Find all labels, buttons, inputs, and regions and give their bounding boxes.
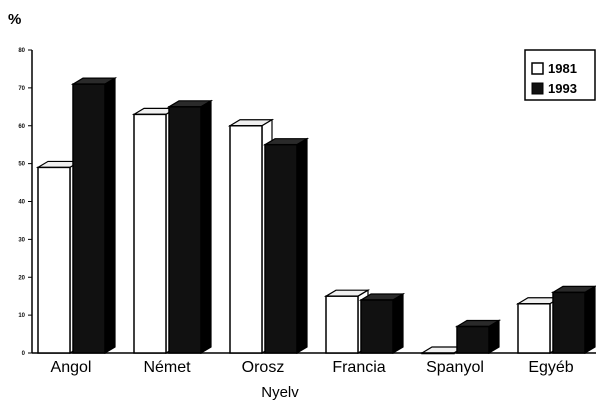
legend-swatch-1981 [531,62,544,75]
category-label-spanyol: Spanyol [426,359,484,376]
y-tick-label-30: 30 [18,237,25,243]
legend-label-1993: 1993 [548,81,577,96]
y-tick-label-10: 10 [18,313,25,319]
y-tick-label-40: 40 [18,200,25,206]
bar-side-face [584,285,596,355]
bar-front-face [133,113,167,354]
bars [35,77,596,355]
bar-front-face [37,166,71,354]
bar-side-face [392,292,404,355]
bar-spanyol-1993 [454,319,502,355]
legend: 1981 1993 [524,49,596,101]
legend-swatch-1993 [531,82,544,95]
bar-front-face [229,125,263,354]
bar-front-face [360,299,394,354]
x-axis-title: Nyelv [261,384,299,400]
bar-side-face [296,137,308,355]
bar-front-face [421,352,455,355]
bar-front-face [517,303,551,354]
bar-front-face [325,295,359,354]
bar-front-face [72,83,106,354]
bar-front-face [264,143,298,354]
category-label-francia: Francia [332,359,385,376]
bar-side-face [104,77,116,355]
bar-francia-1993 [358,292,406,355]
y-tick-label-20: 20 [18,275,25,281]
y-axis-unit-label: % [8,11,21,28]
bar-front-face [168,106,202,354]
category-label-angol: Angol [51,359,92,376]
bar-front-face [552,291,586,354]
y-tick-label-80: 80 [18,48,25,54]
y-tick-label-50: 50 [18,162,25,168]
legend-frame [524,49,596,101]
y-tick-label-60: 60 [18,124,25,130]
category-labels: Angol Német Orosz Francia Spanyol Egyéb [51,359,574,376]
legend-label-1981: 1981 [548,61,577,76]
bar-egyéb-1993 [550,285,596,355]
bar-német-1993 [166,99,214,355]
bar-front-face [456,325,490,354]
y-tick-label-70: 70 [18,86,25,92]
y-tick-label-0: 0 [22,351,26,357]
category-label-egyéb: Egyéb [528,359,573,376]
y-ticks: 0 10 20 30 40 50 60 70 80 [18,48,32,357]
bar-orosz-1993 [262,137,310,355]
category-label-német: Német [143,359,191,376]
category-label-orosz: Orosz [242,359,285,376]
bar-side-face [200,99,212,355]
bar-side-face [488,319,500,355]
bar-angol-1993 [70,77,118,355]
